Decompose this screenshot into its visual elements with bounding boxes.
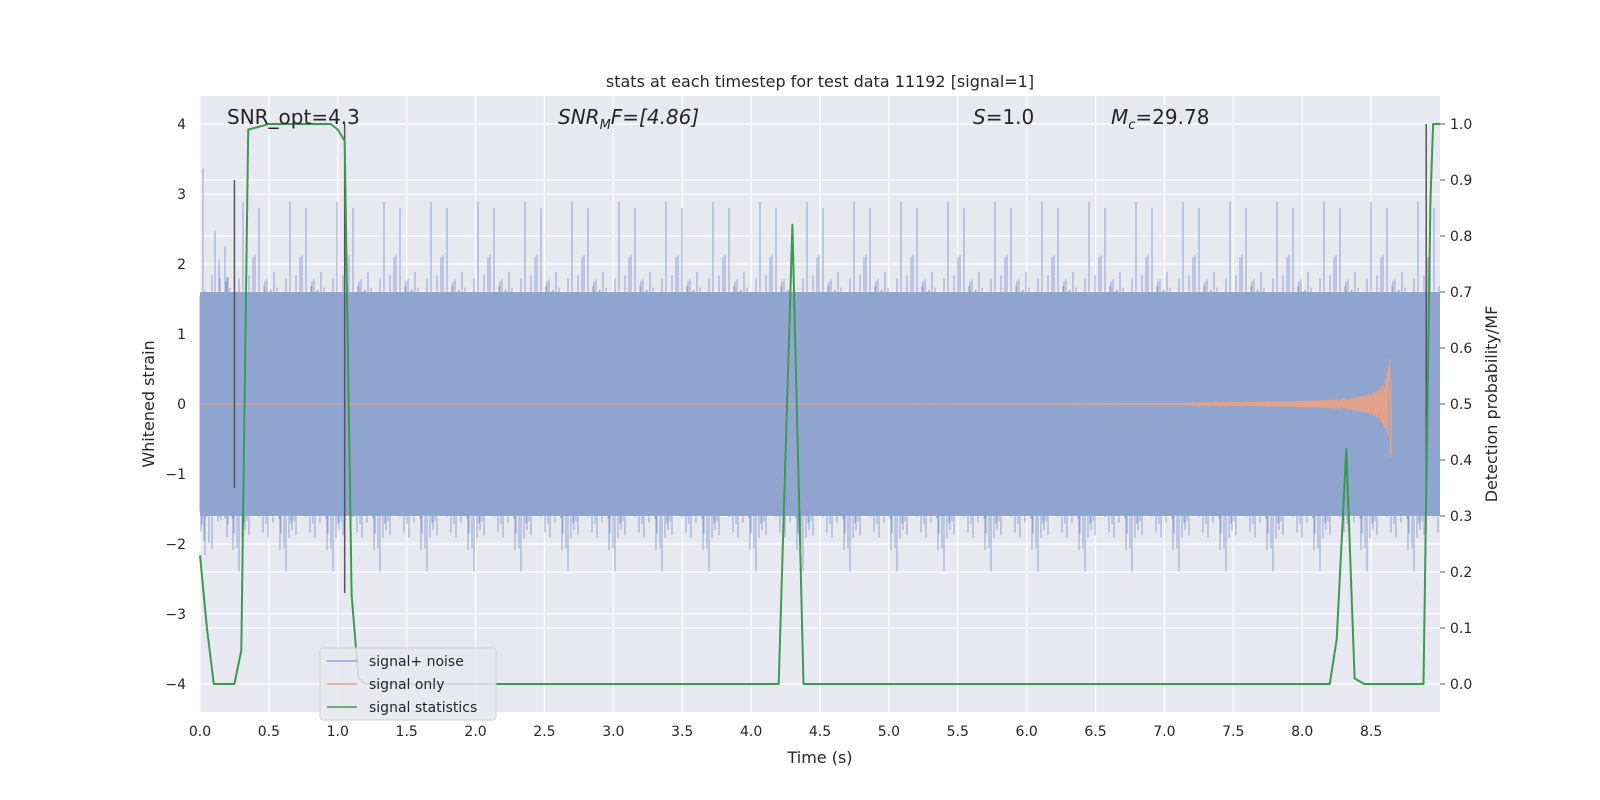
y-tick-label: −3	[165, 607, 186, 623]
annotation-s: S=1.0	[973, 105, 1034, 129]
x-tick-label: 5.0	[878, 724, 900, 740]
x-tick-label: 1.5	[396, 724, 418, 740]
x-tick-label: 1.0	[327, 724, 349, 740]
right-y-tick-label: 0.5	[1450, 397, 1472, 413]
x-tick-label: 4.5	[809, 724, 831, 740]
x-axis-ticks: 0.0 0.5 1.0 1.5 2.0 2.5 3.0 3.5 4.0 4.5 5.0 5.5 6.0 6…	[189, 724, 1382, 740]
annotation-snr-opt: SNR_opt=4.3	[227, 105, 360, 129]
right-y-tick-label: 0.8	[1450, 229, 1472, 245]
y-axis-label: Whitened strain	[139, 340, 158, 467]
x-tick-label: 6.0	[1016, 724, 1038, 740]
legend-label-signal-statistics: signal statistics	[369, 700, 477, 716]
right-y-tick-label: 0.0	[1450, 677, 1472, 693]
x-tick-label: 5.5	[947, 724, 969, 740]
x-tick-label: 0.0	[189, 724, 211, 740]
x-axis-label: Time (s)	[786, 748, 852, 767]
signal-statistics-series	[199, 123, 1440, 685]
x-tick-label: 2.5	[533, 724, 555, 740]
legend-frame	[319, 647, 497, 721]
right-y-tick-label: 0.4	[1450, 453, 1472, 469]
legend-label-signal-noise: signal+ noise	[369, 654, 464, 670]
x-tick-label: 0.5	[258, 724, 280, 740]
right-y-axis-ticks: 1.0 0.9 0.8 0.7 0.6 0.5 0.4 0.3 0.2 0.1 0.0	[1440, 117, 1472, 693]
x-tick-label: 3.5	[671, 724, 693, 740]
y-tick-label: −2	[165, 537, 186, 553]
right-y-tick-label: 0.7	[1450, 285, 1472, 301]
y-tick-label: 4	[177, 117, 186, 133]
legend-label-signal-only: signal only	[369, 677, 444, 693]
y-tick-label: −4	[165, 677, 186, 693]
y-tick-label: −1	[165, 467, 186, 483]
x-tick-label: 6.5	[1084, 724, 1106, 740]
x-tick-label: 2.0	[464, 724, 486, 740]
right-y-tick-label: 1.0	[1450, 117, 1472, 133]
right-y-tick-label: 0.1	[1450, 621, 1472, 637]
right-y-tick-label: 0.9	[1450, 173, 1472, 189]
y-tick-label: 0	[177, 397, 186, 413]
y-tick-label: 3	[177, 187, 186, 203]
y-tick-label: 2	[177, 257, 186, 273]
y-axis-ticks: 4 3 2 1 0 −1 −2 −3 −4	[165, 117, 186, 693]
x-tick-label: 8.0	[1291, 724, 1313, 740]
statistics-trace	[199, 123, 1440, 685]
x-tick-label: 8.5	[1360, 724, 1382, 740]
right-y-tick-label: 0.2	[1450, 565, 1472, 581]
legend: signal+ noise signal only signal statist…	[319, 647, 497, 721]
x-tick-label: 3.0	[602, 724, 624, 740]
y-tick-label: 1	[177, 327, 186, 343]
right-y-tick-label: 0.6	[1450, 341, 1472, 357]
annotation-mc: Mc=29.78	[1111, 105, 1209, 133]
right-y-axis-label: Detection probability/MF	[1482, 306, 1501, 503]
chart-title: stats at each timestep for test data 111…	[606, 72, 1034, 91]
x-tick-label: 7.0	[1153, 724, 1175, 740]
right-y-tick-label: 0.3	[1450, 509, 1472, 525]
x-tick-label: 7.5	[1222, 724, 1244, 740]
x-tick-label: 4.0	[740, 724, 762, 740]
annotation-snr-mf: SNRMF=[4.86]	[558, 105, 699, 133]
